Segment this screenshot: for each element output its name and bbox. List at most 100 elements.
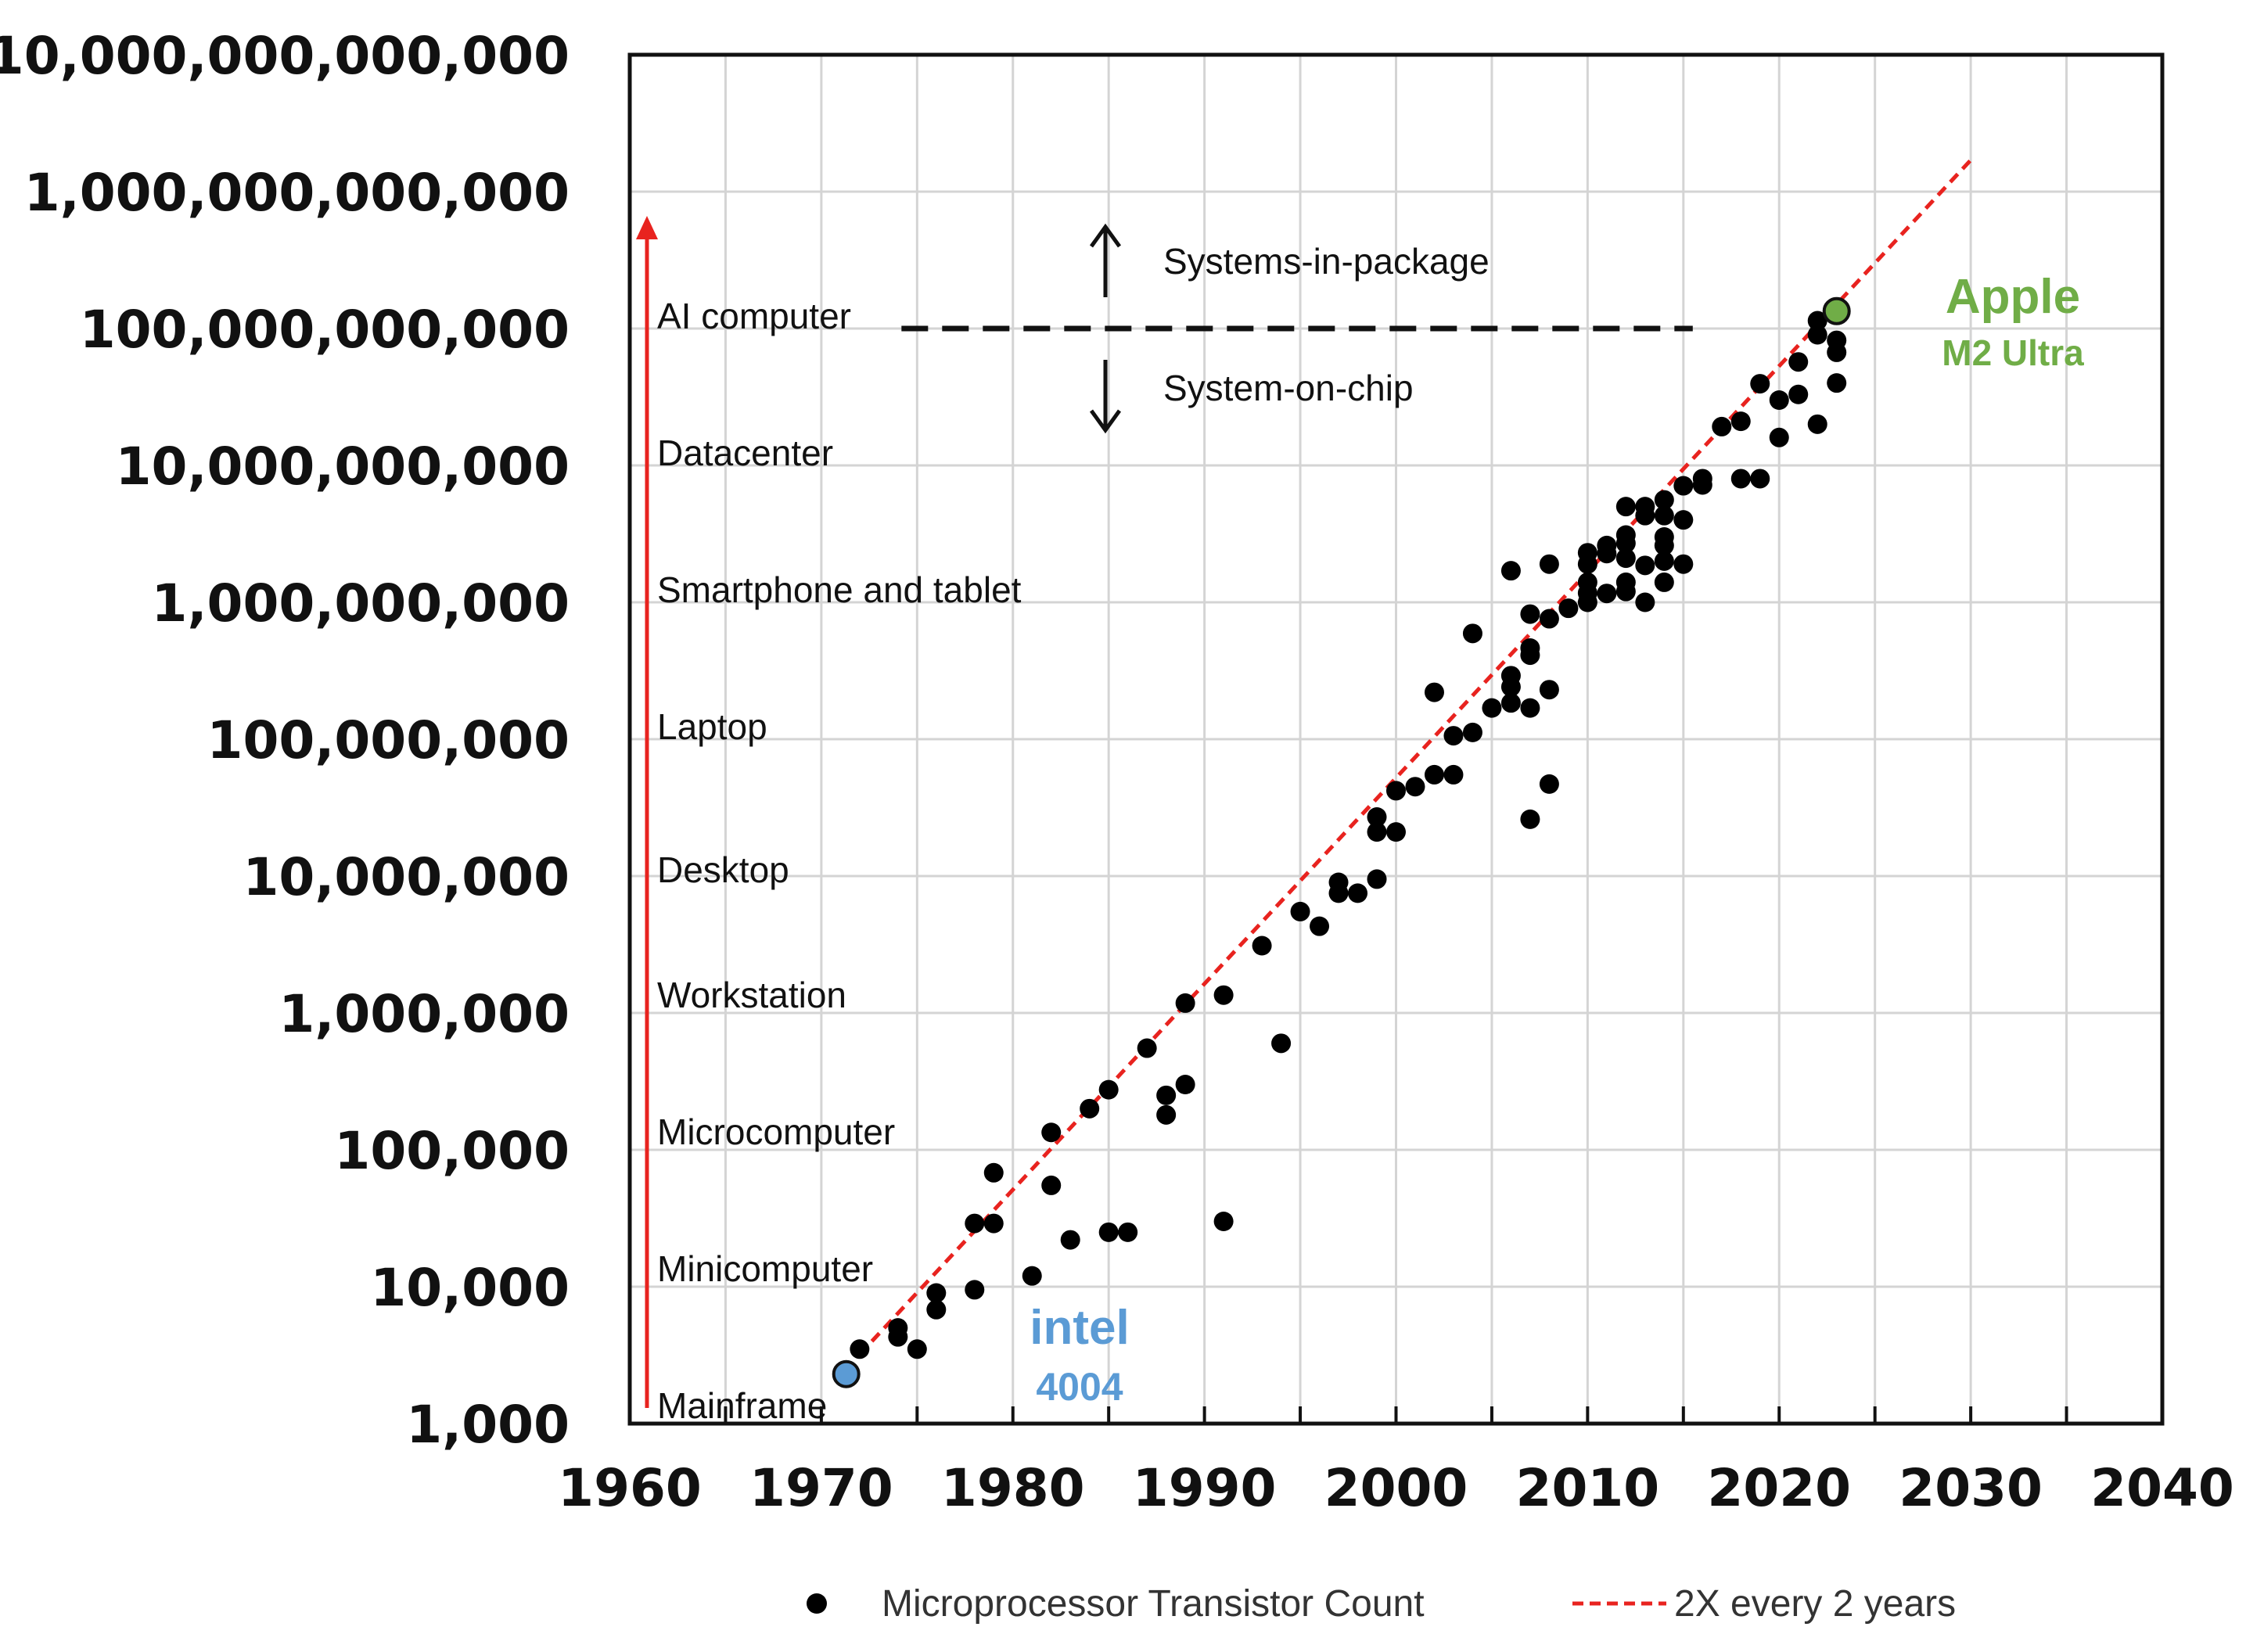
- x-tick-label: 1970: [749, 1458, 893, 1518]
- data-point: [1175, 993, 1195, 1013]
- y-tick-label: 10,000,000,000: [116, 436, 570, 497]
- x-axis-ticks: 1960 1970 1980 1990 2000 2010 2020 2030 2040: [558, 1406, 2234, 1518]
- data-point: [1271, 1033, 1292, 1054]
- era-label: Datacenter: [657, 433, 833, 473]
- x-tick-label: 1980: [941, 1458, 1085, 1518]
- highlight-points: intel 4004 Apple M2 Ultra: [832, 270, 2084, 1409]
- era-labels: Mainframe Minicomputer Microcomputer Workst…: [636, 216, 1022, 1426]
- data-point: [1443, 764, 1464, 785]
- y-tick-label: 1,000,000: [279, 984, 570, 1044]
- legend-label-transistors: Microprocessor Transistor Count: [882, 1583, 1425, 1625]
- data-point: [1367, 807, 1387, 828]
- x-tick-label: 1960: [558, 1458, 702, 1518]
- y-axis-ticks: 1,000 10,000 100,000 1,000,000 10,000,000 100…: [0, 26, 570, 1455]
- data-point: [1673, 554, 1694, 574]
- data-point: [1750, 469, 1770, 489]
- y-tick-label: 100,000,000,000: [80, 300, 570, 360]
- arrow-up-icon: [1089, 223, 1122, 297]
- data-point: [1500, 561, 1521, 581]
- y-tick-label: 10,000,000: [243, 847, 570, 907]
- apple-label: Apple: [1946, 270, 2080, 324]
- data-point: [1807, 311, 1827, 331]
- era-arrow-head-icon: [636, 216, 658, 239]
- data-point: [1175, 1075, 1195, 1095]
- era-label: Desktop: [657, 849, 789, 890]
- data-point: [1060, 1230, 1080, 1250]
- data-point: [1328, 872, 1349, 892]
- data-point: [1520, 604, 1540, 624]
- data-point: [1712, 416, 1732, 436]
- data-point: [1367, 822, 1387, 842]
- data-point: [1041, 1175, 1062, 1195]
- data-point: [1654, 505, 1674, 526]
- data-point: [1386, 781, 1406, 801]
- data-point: [1730, 469, 1751, 489]
- data-point: [1022, 1266, 1042, 1286]
- trend-line-layer: [858, 158, 1972, 1356]
- arrow-up-head: [1089, 223, 1122, 248]
- data-point: [1654, 490, 1674, 510]
- data-point: [1482, 698, 1502, 718]
- intel-4004-label: 4004: [1036, 1365, 1123, 1409]
- data-point: [1539, 774, 1559, 794]
- data-point: [1098, 1222, 1119, 1242]
- data-point: [1539, 554, 1559, 574]
- data-point: [1769, 427, 1789, 447]
- data-point: [1500, 666, 1521, 686]
- data-point: [1577, 572, 1597, 592]
- data-point: [1788, 384, 1809, 404]
- x-tick-label: 1990: [1133, 1458, 1277, 1518]
- data-point: [1118, 1222, 1138, 1242]
- y-tick-label: 1,000: [406, 1395, 570, 1455]
- data-point: [1405, 777, 1425, 797]
- era-label: Mainframe: [657, 1385, 827, 1426]
- data-point: [983, 1162, 1004, 1183]
- data-point: [907, 1339, 927, 1359]
- data-point: [1367, 869, 1387, 889]
- data-point: [1635, 592, 1655, 612]
- data-point: [1520, 698, 1540, 718]
- data-point: [1807, 414, 1827, 434]
- data-point: [1827, 330, 1847, 350]
- era-label: Microcomputer: [657, 1112, 895, 1152]
- data-point: [1213, 1212, 1234, 1232]
- data-point: [1750, 374, 1770, 394]
- y-tick-label: 100,000: [334, 1121, 570, 1181]
- data-point: [1156, 1085, 1177, 1105]
- arrow-down-head: [1089, 409, 1122, 434]
- apple-m2-ultra-label: M2 Ultra: [1942, 332, 2084, 373]
- data-point: [1827, 373, 1847, 393]
- legend-dot-marker: [807, 1593, 827, 1614]
- data-point: [1213, 985, 1234, 1005]
- data-point: [1041, 1122, 1062, 1143]
- x-tick-label: 2040: [2090, 1458, 2234, 1518]
- y-tick-label: 100,000,000: [207, 710, 570, 770]
- data-point: [1252, 936, 1272, 956]
- data-point: [1635, 555, 1655, 576]
- data-point: [965, 1213, 985, 1234]
- data-point: [1539, 680, 1559, 700]
- arrow-down-icon: [1089, 360, 1122, 434]
- data-point: [1788, 352, 1809, 372]
- system-on-chip-label: System-on-chip: [1163, 368, 1414, 408]
- x-tick-label: 2000: [1324, 1458, 1468, 1518]
- era-label: Workstation: [657, 975, 846, 1015]
- data-point: [1462, 623, 1482, 644]
- data-point: [888, 1327, 908, 1347]
- data-point: [1597, 535, 1617, 555]
- era-label: AI computer: [657, 296, 851, 336]
- data-point: [983, 1213, 1004, 1234]
- y-tick-label: 10,000,000,000,000: [0, 26, 570, 86]
- data-point: [1654, 572, 1674, 592]
- era-label: Laptop: [657, 706, 767, 747]
- data-point: [1615, 525, 1636, 545]
- data-point: [1730, 411, 1751, 432]
- x-tick-label: 2010: [1516, 1458, 1660, 1518]
- data-point: [1386, 822, 1406, 842]
- data-point: [1520, 638, 1540, 659]
- threshold-annotation: Systems-in-package System-on-chip: [901, 223, 1693, 434]
- data-point: [965, 1280, 985, 1300]
- data-point: [1098, 1079, 1119, 1100]
- data-point: [1615, 548, 1636, 569]
